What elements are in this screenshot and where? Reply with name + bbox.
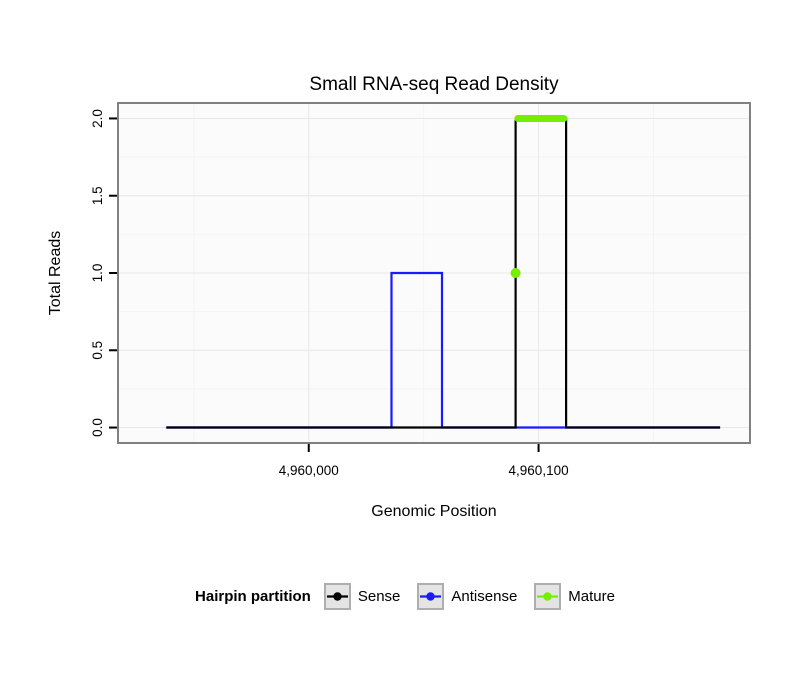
legend-item-antisense: Antisense <box>417 582 518 610</box>
y-tick-label: 2.0 <box>90 109 105 128</box>
legend-item-sense: Sense <box>323 582 401 610</box>
legend-key-sense <box>323 582 351 610</box>
legend-item-mature: Mature <box>534 582 615 610</box>
x-axis-label: Genomic Position <box>371 503 496 520</box>
legend: Hairpin partition Sense Antisense <box>0 572 810 620</box>
x-tick-label: 4,960,000 <box>279 463 339 478</box>
legend-label-antisense: Antisense <box>451 587 518 605</box>
line-dot-marker-icon <box>326 591 348 601</box>
legend-title: Hairpin partition <box>195 587 311 605</box>
legend-label-mature: Mature <box>568 587 615 605</box>
y-tick-label: 1.0 <box>90 264 105 283</box>
y-tick-label: 1.5 <box>90 186 105 205</box>
chart-title: Small RNA-seq Read Density <box>309 74 559 95</box>
y-tick-label: 0.0 <box>90 418 105 437</box>
series-layer <box>166 114 721 429</box>
axis-layer: 4,960,000 4,960,100 0.0 0.5 1.0 1.5 2.0 <box>90 102 751 478</box>
y-tick-label: 0.5 <box>90 341 105 360</box>
line-dot-marker-icon <box>537 591 559 601</box>
x-tick-label: 4,960,100 <box>509 463 569 478</box>
legend-label-sense: Sense <box>357 587 401 605</box>
legend-key-mature <box>534 582 562 610</box>
panel-border <box>117 102 751 444</box>
y-axis-label: Total Reads <box>47 231 64 316</box>
legend-key-antisense <box>417 582 445 610</box>
line-dot-marker-icon <box>420 591 442 601</box>
series-marker-mature <box>510 268 521 278</box>
